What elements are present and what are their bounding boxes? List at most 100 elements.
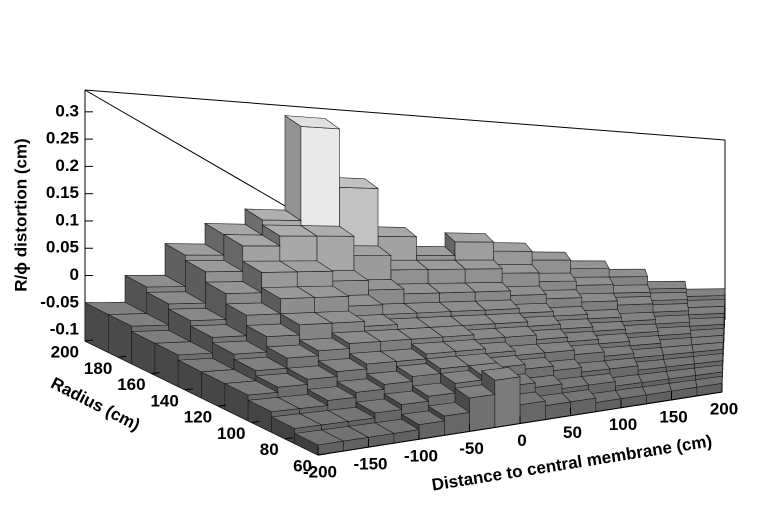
z-tick-label: 0.15 [46, 183, 79, 202]
bar-top [293, 429, 345, 446]
y-tick [184, 388, 193, 391]
z-tick-label: -0.05 [40, 292, 79, 311]
x-tick-label: 150 [659, 407, 687, 426]
bar [293, 429, 345, 456]
y-tick [251, 420, 260, 423]
z-tick-label: 0.05 [46, 238, 79, 257]
bar-top [481, 367, 521, 381]
bar-top [270, 413, 323, 429]
x-tick-label: -150 [353, 455, 387, 474]
y-tick-label: 100 [217, 424, 245, 443]
bar-top [317, 358, 368, 372]
y-tick [284, 437, 293, 440]
bar-top [233, 356, 289, 372]
bar-top [612, 296, 654, 306]
bar-top [608, 284, 651, 294]
y-tick-label: 60 [293, 456, 312, 475]
y-tick [218, 404, 227, 407]
y-tick-label: 120 [184, 408, 212, 427]
bar-front [469, 394, 496, 432]
bar-top [204, 281, 263, 294]
z-axis-label: R/ϕ distortion (cm) [11, 138, 30, 291]
x-tick-label: -50 [459, 439, 484, 458]
bar-top [189, 324, 248, 338]
bar-top [223, 380, 279, 396]
z-tick-label: 0 [70, 265, 79, 284]
bar-top [652, 314, 691, 325]
bar-top [283, 115, 341, 130]
frame [84, 89, 726, 141]
bar-top [167, 307, 228, 322]
bar-top [245, 323, 301, 338]
bar-top [298, 337, 351, 352]
x-tick-label: 200 [710, 399, 738, 418]
bar-top [224, 302, 282, 316]
frame [84, 89, 319, 226]
y-tick [84, 339, 94, 342]
y-tick-label: 160 [117, 375, 145, 394]
bar-top [146, 291, 207, 305]
z-tick-label: -0.1 [50, 320, 79, 339]
bar-top [211, 340, 268, 355]
x-tick-label: -200 [303, 462, 337, 481]
bar-top [254, 372, 309, 388]
bar-top [265, 344, 320, 359]
x-tick-label: -100 [404, 447, 438, 466]
x-tick-label: 0 [517, 431, 526, 450]
bar-top [331, 330, 382, 344]
bar-top [164, 243, 226, 256]
bar-top [604, 268, 649, 278]
bar-top [184, 259, 244, 273]
bar-top [400, 410, 446, 426]
bar-top [688, 316, 725, 327]
bar-top [395, 363, 442, 377]
bar-top [260, 286, 316, 300]
bar-top [684, 288, 726, 297]
bar-top [306, 386, 357, 401]
y-tick-label: 200 [51, 342, 79, 361]
bar-top [649, 303, 689, 313]
bar-top [444, 232, 495, 243]
bar-front [494, 376, 521, 428]
bar-top [425, 355, 470, 370]
bar-top [687, 306, 725, 316]
bar-top [439, 370, 483, 384]
y-tick [317, 453, 327, 456]
bar-top [365, 370, 414, 385]
bar-top [336, 378, 386, 393]
bar-top [616, 311, 657, 322]
z-tick-label: 0.3 [55, 101, 79, 120]
bar-top [411, 382, 456, 397]
y-tick [118, 355, 127, 358]
bar-top [222, 234, 281, 247]
x-tick-label: 50 [563, 423, 582, 442]
bar-top [427, 402, 471, 417]
bar-top [247, 396, 301, 413]
bar-top [647, 291, 688, 301]
bar-top [575, 292, 618, 303]
y-tick-label: 80 [260, 440, 279, 459]
bar-top [410, 341, 457, 355]
bar-top [581, 309, 622, 320]
bar-top [279, 312, 333, 326]
bar-top [383, 390, 430, 405]
bar-top [454, 384, 496, 399]
bar-top [355, 398, 403, 414]
bar-top [124, 274, 187, 288]
bar-top [570, 276, 614, 286]
x-tick-label: 100 [609, 415, 637, 434]
z-tick-label: 0.2 [55, 156, 79, 175]
y-tick [151, 372, 160, 375]
bar-top [286, 365, 339, 380]
bar-top [261, 224, 318, 237]
z-tick-label: 0.1 [55, 210, 79, 229]
y-tick-label: 140 [150, 391, 178, 410]
z-tick-label: 0.25 [46, 129, 79, 148]
bar-top [348, 350, 398, 365]
bar-top [153, 341, 214, 356]
bar-top [243, 208, 302, 221]
bar-top [564, 260, 610, 270]
y-tick-label: 180 [84, 359, 112, 378]
bar-top [241, 260, 299, 273]
